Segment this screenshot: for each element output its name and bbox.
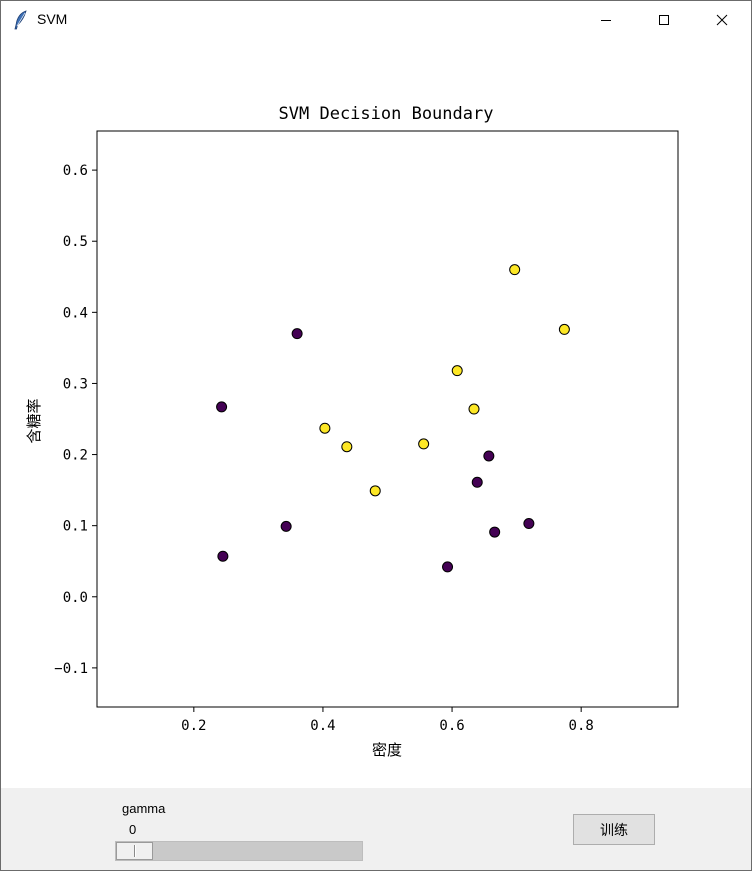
data-point-class-1 bbox=[451, 365, 463, 377]
plot-canvas[interactable]: SVM Decision Boundary −0.1 0.0 0.1 0.2 0.3 0.… bbox=[1, 39, 751, 788]
gamma-label: gamma bbox=[122, 801, 166, 816]
x-tick-label: 0.2 bbox=[181, 718, 206, 734]
minimize-icon bbox=[600, 11, 612, 30]
gamma-slider-handle[interactable] bbox=[116, 842, 153, 860]
x-tick-label: 0.4 bbox=[310, 718, 335, 734]
data-point-class-0 bbox=[216, 401, 228, 413]
window-title: SVM bbox=[37, 11, 68, 27]
data-point-class-1 bbox=[319, 422, 331, 434]
y-tick-label: 0.5 bbox=[63, 234, 88, 250]
title-bar[interactable]: SVM bbox=[1, 1, 751, 39]
scatter-chart: SVM Decision Boundary −0.1 0.0 0.1 0.2 0.3 0.… bbox=[25, 104, 679, 759]
data-point-class-1 bbox=[509, 264, 521, 276]
y-axis-label: 含糖率 bbox=[25, 398, 43, 443]
y-tick-label: 0.3 bbox=[63, 376, 88, 392]
y-tick-label: −0.1 bbox=[54, 661, 88, 677]
maximize-button[interactable] bbox=[635, 1, 693, 39]
data-points bbox=[216, 264, 570, 573]
control-panel: gamma 0 训练 bbox=[1, 788, 751, 870]
y-tick-label: 0.0 bbox=[63, 590, 88, 606]
data-point-class-0 bbox=[483, 450, 495, 462]
gamma-slider[interactable] bbox=[115, 841, 363, 861]
data-point-class-0 bbox=[217, 550, 229, 562]
y-axis: −0.1 0.0 0.1 0.2 0.3 0.4 0.5 0.6 bbox=[54, 163, 97, 677]
x-tick-label: 0.6 bbox=[439, 718, 464, 734]
train-button[interactable]: 训练 bbox=[573, 814, 655, 845]
data-point-class-0 bbox=[471, 476, 483, 488]
x-axis-label: 密度 bbox=[372, 741, 402, 759]
data-point-class-0 bbox=[523, 518, 535, 530]
slider-grip-icon bbox=[134, 845, 135, 857]
minimize-button[interactable] bbox=[577, 1, 635, 39]
y-tick-label: 0.4 bbox=[63, 305, 88, 321]
data-point-class-1 bbox=[418, 438, 430, 450]
chart-title: SVM Decision Boundary bbox=[279, 104, 494, 124]
data-point-class-1 bbox=[369, 485, 381, 497]
close-icon bbox=[716, 11, 728, 30]
data-point-class-0 bbox=[442, 561, 454, 573]
close-button[interactable] bbox=[693, 1, 751, 39]
data-point-class-0 bbox=[489, 526, 501, 538]
data-point-class-1 bbox=[468, 403, 480, 415]
gamma-value: 0 bbox=[129, 822, 137, 837]
data-point-class-1 bbox=[341, 441, 353, 453]
plot-frame bbox=[96, 130, 679, 708]
maximize-icon bbox=[658, 11, 670, 30]
y-tick-label: 0.6 bbox=[63, 163, 88, 179]
data-point-class-0 bbox=[291, 328, 303, 340]
feather-icon bbox=[13, 10, 29, 30]
y-tick-label: 0.1 bbox=[63, 519, 88, 535]
y-tick-label: 0.2 bbox=[63, 448, 88, 464]
x-axis: 0.2 0.4 0.6 0.8 bbox=[181, 707, 594, 734]
x-tick-label: 0.8 bbox=[569, 718, 594, 734]
data-point-class-1 bbox=[558, 323, 570, 335]
data-point-class-0 bbox=[280, 520, 292, 532]
